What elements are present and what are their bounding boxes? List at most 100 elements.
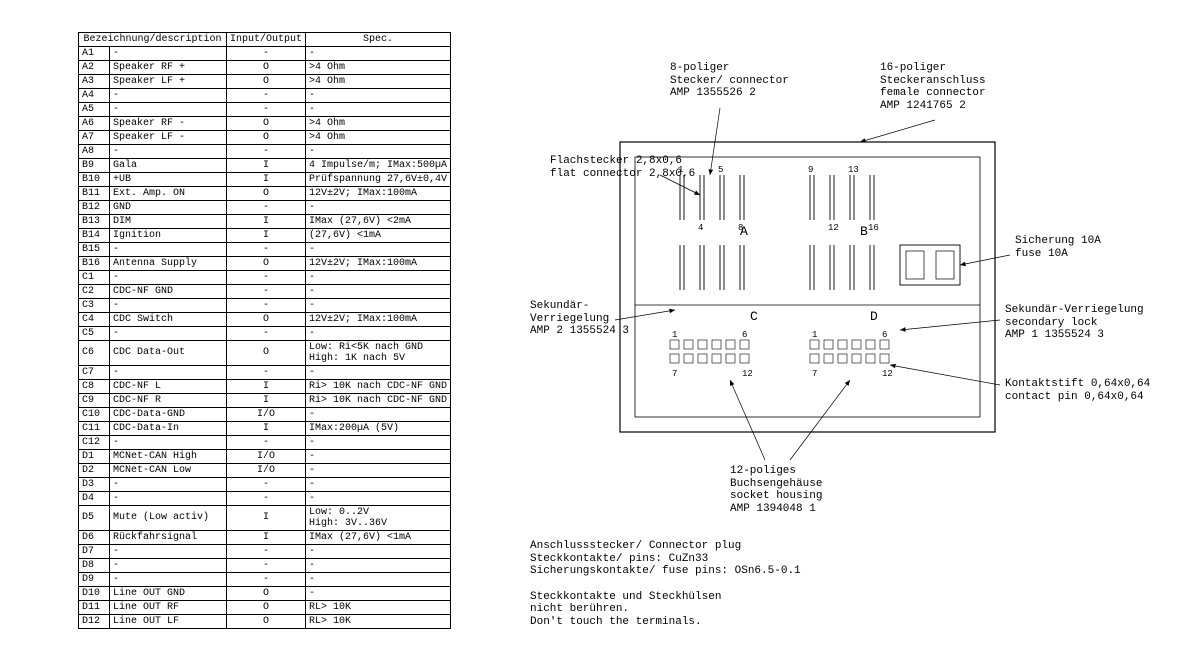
io-cell: - bbox=[227, 201, 306, 215]
svg-text:12: 12 bbox=[742, 369, 753, 379]
io-cell: O bbox=[227, 75, 306, 89]
desc-cell: - bbox=[110, 271, 227, 285]
io-cell: O bbox=[227, 61, 306, 75]
pin-cell: C1 bbox=[79, 271, 110, 285]
table-row: D3--- bbox=[79, 478, 451, 492]
svg-text:16: 16 bbox=[868, 223, 879, 233]
callout-fuse: Sicherung 10A fuse 10A bbox=[1015, 235, 1101, 260]
desc-cell: CDC Switch bbox=[110, 313, 227, 327]
table-row: B16Antenna SupplyO12V±2V; IMax:100mA bbox=[79, 257, 451, 271]
pin-cell: A7 bbox=[79, 131, 110, 145]
desc-cell: CDC-NF L bbox=[110, 380, 227, 394]
pin-cell: A2 bbox=[79, 61, 110, 75]
svg-text:12: 12 bbox=[882, 369, 893, 379]
io-cell: I bbox=[227, 394, 306, 408]
pin-cell: C6 bbox=[79, 341, 110, 366]
desc-cell: +UB bbox=[110, 173, 227, 187]
table-row: C7--- bbox=[79, 366, 451, 380]
spec-cell: - bbox=[306, 299, 451, 313]
spec-cell: - bbox=[306, 327, 451, 341]
svg-text:12: 12 bbox=[828, 223, 839, 233]
desc-cell: - bbox=[110, 89, 227, 103]
table-row: B10+UBIPrüfspannung 27,6V±0,4V bbox=[79, 173, 451, 187]
desc-cell: - bbox=[110, 243, 227, 257]
table-row: D7--- bbox=[79, 545, 451, 559]
io-cell: I/O bbox=[227, 464, 306, 478]
spec-cell: >4 Ohm bbox=[306, 61, 451, 75]
desc-cell: Speaker LF - bbox=[110, 131, 227, 145]
spec-cell: - bbox=[306, 545, 451, 559]
io-cell: I/O bbox=[227, 408, 306, 422]
desc-cell: - bbox=[110, 573, 227, 587]
io-cell: - bbox=[227, 327, 306, 341]
desc-cell: Rückfahrsignal bbox=[110, 531, 227, 545]
desc-cell: CDC-Data-In bbox=[110, 422, 227, 436]
pin-cell: B9 bbox=[79, 159, 110, 173]
pin-cell: B16 bbox=[79, 257, 110, 271]
pin-cell: D8 bbox=[79, 559, 110, 573]
spec-cell: - bbox=[306, 587, 451, 601]
svg-text:13: 13 bbox=[848, 165, 859, 175]
callout-sekL: Sekundär- Verriegelung AMP 2 1355524 3 bbox=[530, 300, 629, 338]
desc-cell: MCNet-CAN High bbox=[110, 450, 227, 464]
desc-cell: - bbox=[110, 299, 227, 313]
svg-text:7: 7 bbox=[672, 369, 677, 379]
svg-text:9: 9 bbox=[808, 165, 813, 175]
spec-cell: RL> 10K bbox=[306, 615, 451, 629]
table-row: C1--- bbox=[79, 271, 451, 285]
spec-cell: - bbox=[306, 492, 451, 506]
desc-cell: - bbox=[110, 327, 227, 341]
svg-text:D: D bbox=[870, 309, 878, 324]
callout-c8: 8-poliger Stecker/ connector AMP 1355526… bbox=[670, 62, 789, 100]
spec-cell: >4 Ohm bbox=[306, 117, 451, 131]
spec-cell: IMax (27,6V) <1mA bbox=[306, 531, 451, 545]
desc-cell: - bbox=[110, 478, 227, 492]
spec-cell: - bbox=[306, 103, 451, 117]
spec-cell: Ri> 10K nach CDC-NF GND bbox=[306, 380, 451, 394]
svg-text:A: A bbox=[740, 224, 748, 239]
io-cell: O bbox=[227, 313, 306, 327]
spec-cell: >4 Ohm bbox=[306, 131, 451, 145]
spec-cell: IMax (27,6V) <2mA bbox=[306, 215, 451, 229]
table-row: C9CDC-NF RIRi> 10K nach CDC-NF GND bbox=[79, 394, 451, 408]
table-row: A8--- bbox=[79, 145, 451, 159]
callout-flat: Flachstecker 2,8x0,6 flat connector 2,8x… bbox=[550, 155, 695, 180]
table-row: D11Line OUT RFORL> 10K bbox=[79, 601, 451, 615]
table-row: D12Line OUT LFORL> 10K bbox=[79, 615, 451, 629]
callout-sekR: Sekundär-Verriegelung secondary lock AMP… bbox=[1005, 304, 1144, 342]
io-cell: I bbox=[227, 159, 306, 173]
pin-cell: A1 bbox=[79, 47, 110, 61]
table-row: A7Speaker LF -O>4 Ohm bbox=[79, 131, 451, 145]
table-row: D1MCNet-CAN HighI/O- bbox=[79, 450, 451, 464]
footer-notes: Anschlussstecker/ Connector plug Steckko… bbox=[530, 540, 801, 628]
pin-cell: D9 bbox=[79, 573, 110, 587]
spec-cell: - bbox=[306, 450, 451, 464]
callout-pin: Kontaktstift 0,64x0,64 contact pin 0,64x… bbox=[1005, 378, 1150, 403]
table-row: C4CDC SwitchO12V±2V; IMax:100mA bbox=[79, 313, 451, 327]
table-row: D8--- bbox=[79, 559, 451, 573]
spec-cell: - bbox=[306, 464, 451, 478]
pin-cell: C7 bbox=[79, 366, 110, 380]
table-row: C12--- bbox=[79, 436, 451, 450]
io-cell: O bbox=[227, 117, 306, 131]
table-row: A2Speaker RF +O>4 Ohm bbox=[79, 61, 451, 75]
table-row: D4--- bbox=[79, 492, 451, 506]
io-cell: I bbox=[227, 229, 306, 243]
desc-cell: - bbox=[110, 366, 227, 380]
io-cell: I bbox=[227, 380, 306, 394]
pin-cell: A5 bbox=[79, 103, 110, 117]
desc-cell: Speaker RF - bbox=[110, 117, 227, 131]
io-cell: I bbox=[227, 215, 306, 229]
pin-cell: D5 bbox=[79, 506, 110, 531]
pin-cell: D6 bbox=[79, 531, 110, 545]
desc-cell: Line OUT GND bbox=[110, 587, 227, 601]
desc-cell: - bbox=[110, 47, 227, 61]
svg-text:C: C bbox=[750, 309, 758, 324]
io-cell: - bbox=[227, 299, 306, 313]
table-row: C5--- bbox=[79, 327, 451, 341]
pinout-table: Bezeichnung/descriptionInput/OutputSpec.… bbox=[78, 32, 451, 629]
pin-cell: B11 bbox=[79, 187, 110, 201]
table-row: A1--- bbox=[79, 47, 451, 61]
table-row: C11CDC-Data-InIIMax:200µA (5V) bbox=[79, 422, 451, 436]
io-cell: O bbox=[227, 587, 306, 601]
